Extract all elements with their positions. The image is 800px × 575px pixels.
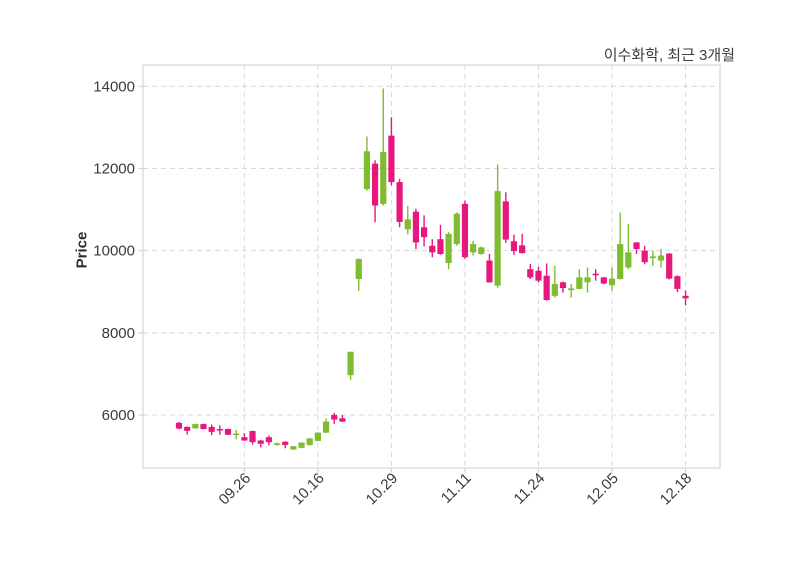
y-tick-label: 8000 (102, 325, 135, 342)
candle-body-up (192, 424, 199, 429)
candle-body-up (649, 256, 656, 259)
candle-body-down (249, 431, 256, 443)
candle-body-down (429, 245, 436, 253)
chart-title: 이수화학, 최근 3개월 (603, 47, 735, 64)
x-tick-label: 10.29 (363, 470, 402, 509)
candle-body-down (592, 273, 599, 276)
candle-body-down (224, 428, 232, 435)
candle-body-up (551, 283, 558, 296)
candle-body-up (363, 151, 371, 190)
candle-body-up (657, 255, 665, 261)
candle-body-down (437, 239, 444, 254)
candle-body-up (568, 288, 575, 291)
candle-body-up (478, 247, 485, 254)
x-tick-label: 10.16 (289, 470, 328, 509)
candle-body-down (633, 242, 640, 250)
candle-body-up (470, 244, 477, 253)
candle-body-up (355, 258, 362, 280)
candle-body-down (265, 437, 272, 443)
candle-body-down (282, 441, 289, 445)
x-tick-label: 11.24 (511, 470, 549, 508)
candle-body-down (421, 227, 428, 238)
y-tick-label: 6000 (102, 407, 135, 424)
candle-body-down (412, 211, 420, 243)
candle-body-up (445, 233, 452, 264)
candle-body-down (396, 182, 403, 222)
candle-body-up (306, 438, 313, 445)
candle-body-down (257, 440, 264, 444)
candle-body-up (298, 442, 305, 448)
candle-body-down (486, 260, 493, 283)
candle-body-down (208, 426, 215, 432)
candle-body-down (535, 270, 542, 281)
candle-body-up (233, 433, 240, 436)
y-tick-label: 10000 (93, 243, 135, 260)
candle-body-up (608, 278, 616, 286)
candle-body-down (502, 201, 509, 240)
candle-body-up (494, 191, 501, 286)
candle-body-up (314, 432, 321, 441)
candle-body-down (200, 424, 207, 429)
candle-body-up (322, 421, 330, 433)
candle-body-up (625, 252, 632, 268)
candle-body-up (290, 446, 297, 450)
candle-body-down (666, 253, 673, 279)
y-tick-label: 12000 (93, 161, 135, 178)
candle-body-down (543, 275, 550, 300)
x-tick-label: 12.18 (657, 470, 696, 509)
candle-body-up (576, 277, 583, 289)
y-tick-label: 14000 (93, 78, 135, 95)
candle-body-down (682, 295, 689, 299)
candle-body-down (388, 135, 395, 183)
candle-body-down (600, 277, 607, 284)
candle-body-up (404, 219, 411, 230)
candle-body-down (216, 428, 223, 431)
candle-body-down (175, 422, 183, 429)
candle-body-up (453, 213, 460, 245)
candle-body-down (184, 426, 191, 431)
candle-body-up (273, 443, 281, 445)
x-tick-label: 09.26 (216, 470, 255, 509)
candle-body-up (617, 244, 624, 280)
candle-body-up (347, 351, 354, 376)
candle-body-down (674, 276, 681, 289)
candle-body-down (641, 250, 648, 263)
plot-border (142, 64, 721, 469)
candle-body-down (371, 163, 379, 206)
candle-body-down (461, 203, 469, 258)
candle-body-down (510, 241, 518, 252)
candle-body-down (339, 418, 346, 422)
candle-body-down (559, 282, 567, 289)
candle-body-up (380, 152, 387, 204)
x-tick-label: 12.05 (583, 470, 622, 509)
x-tick-label: 11.11 (438, 470, 475, 507)
candle-body-up (584, 277, 591, 283)
candle-body-down (519, 245, 526, 254)
candle-body-down (241, 437, 248, 441)
candle-body-down (527, 269, 534, 278)
candle-body-down (331, 415, 338, 420)
